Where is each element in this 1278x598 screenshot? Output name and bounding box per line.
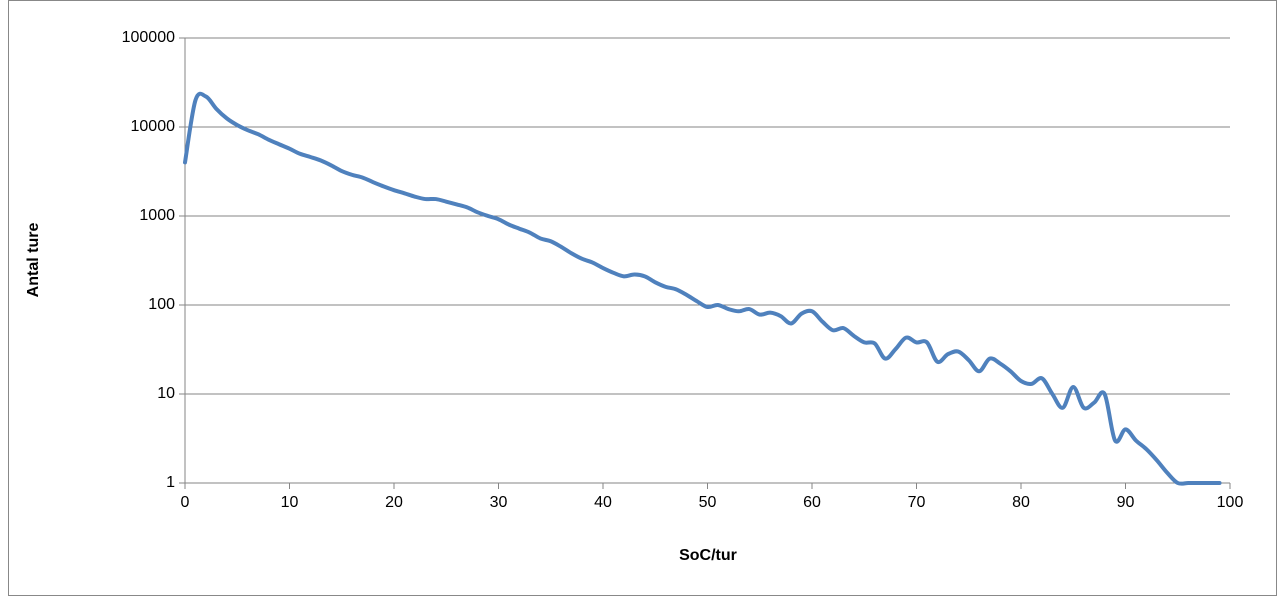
x-tick-label: 100 [1217, 494, 1244, 511]
chart-frame [8, 0, 1277, 596]
data-line [183, 91, 1222, 486]
x-tick-label: 20 [385, 494, 403, 511]
x-tick-label: 10 [281, 494, 299, 511]
y-tick-label: 10 [157, 385, 175, 402]
x-tick-label: 90 [1117, 494, 1135, 511]
x-tick-label: 40 [594, 494, 612, 511]
y-tick-label: 1 [166, 474, 175, 491]
y-tick-label: 10000 [131, 118, 176, 135]
x-tick-label: 70 [908, 494, 926, 511]
y-axis-title: Antal ture [25, 223, 42, 298]
x-tick-label: 80 [1012, 494, 1030, 511]
x-tick-label: 0 [181, 494, 190, 511]
y-tick-label: 100 [148, 296, 175, 313]
y-tick-label: 100000 [122, 29, 175, 46]
x-tick-label: 30 [490, 494, 508, 511]
y-tick-label: 1000 [139, 207, 175, 224]
x-axis-title: SoC/tur [679, 547, 737, 564]
x-tick-label: 50 [699, 494, 717, 511]
x-tick-label: 60 [803, 494, 821, 511]
